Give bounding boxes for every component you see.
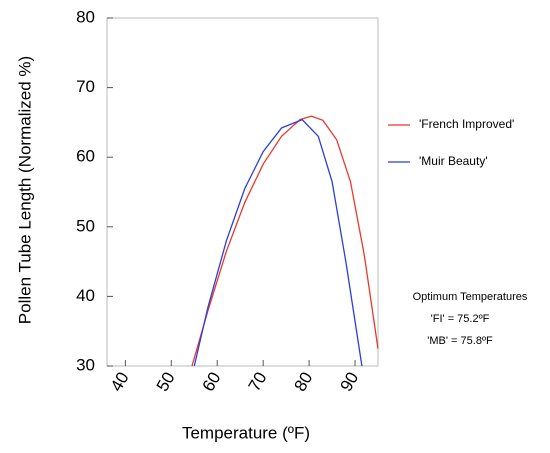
annotation: Optimum Temperatures [413,291,528,303]
x-tick-label: 80 [291,369,317,395]
annotation: 'FI' = 75.2ºF [431,313,490,325]
x-tick-label: 70 [245,369,271,395]
x-tick-label: 90 [336,369,362,395]
y-tick-label: 40 [76,286,95,305]
plot-frame [106,17,379,367]
x-tick-label: 40 [107,369,133,395]
y-tick-label: 30 [76,355,95,374]
series-line [193,118,363,367]
y-tick-label: 50 [76,216,95,235]
legend-label: 'Muir Beauty' [419,154,488,168]
y-tick-label: 80 [76,7,95,26]
y-tick-label: 60 [76,147,95,166]
x-tick-label: 50 [153,369,179,395]
annotation: 'MB' = 75.8ºF [427,335,493,347]
x-axis-label: Temperature (ºF) [182,423,310,442]
y-tick-label: 70 [76,77,95,96]
legend-label: 'French Improved' [419,117,514,131]
series-line [191,115,379,367]
y-axis-label: Pollen Tube Length (Normalized %) [15,56,34,324]
x-tick-label: 60 [199,369,225,395]
